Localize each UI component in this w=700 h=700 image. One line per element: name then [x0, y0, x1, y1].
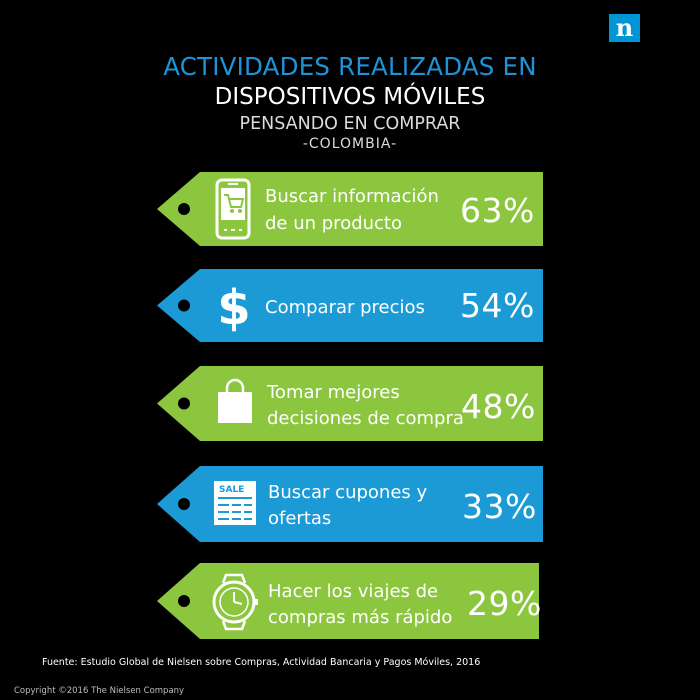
- sale-coupon-icon: SALE: [214, 481, 256, 525]
- activity-label-5b: compras más rápido: [268, 607, 453, 628]
- tag-shape: [157, 366, 543, 441]
- coupon-sale-text: SALE: [219, 485, 244, 495]
- activity-percent-1: 63%: [460, 191, 535, 230]
- activity-percent-4: 33%: [462, 487, 537, 526]
- smartphone-cart-icon: [215, 178, 251, 240]
- title-line-1: ACTIVIDADES REALIZADAS EN: [163, 52, 537, 81]
- activity-label-1b: de un producto: [265, 213, 403, 234]
- activity-label-2a: Comparar precios: [265, 297, 425, 318]
- dollar-icon: $: [217, 280, 250, 333]
- activity-percent-5: 29%: [467, 584, 542, 623]
- country-label: -COLOMBIA-: [302, 136, 398, 152]
- nielsen-logo: n: [609, 14, 640, 42]
- svg-text:$: $: [217, 280, 250, 333]
- activity-tag-4: SALE Buscar cupones y ofertas 33%: [157, 466, 543, 542]
- tag-shape: [157, 563, 539, 639]
- activity-label-4a: Buscar cupones y: [268, 482, 428, 503]
- logo-letter: n: [615, 13, 634, 42]
- watch-icon: [212, 573, 258, 631]
- activity-label-1a: Buscar información: [265, 186, 439, 207]
- subtitle: PENSANDO EN COMPRAR: [239, 114, 461, 134]
- activity-label-3b: decisiones de compra: [267, 408, 464, 429]
- source-note: Fuente: Estudio Global de Nielsen sobre …: [42, 657, 481, 668]
- activity-tag-5: Hacer los viajes de compras más rápido 2…: [157, 563, 542, 639]
- title-line-2: DISPOSITIVOS MÓVILES: [214, 84, 486, 110]
- activity-tag-2: $ Comparar precios 54%: [157, 269, 543, 342]
- activity-tag-3: Tomar mejores decisiones de compra 48%: [157, 366, 543, 441]
- copyright: Copyright ©2016 The Nielsen Company: [14, 686, 185, 696]
- activity-percent-3: 48%: [461, 387, 536, 426]
- activity-label-5a: Hacer los viajes de: [268, 581, 439, 602]
- activity-percent-2: 54%: [460, 286, 535, 325]
- header: ACTIVIDADES REALIZADAS EN DISPOSITIVOS M…: [0, 52, 700, 153]
- tag-shape: [157, 269, 543, 342]
- tag-shape: [157, 172, 543, 246]
- activity-label-3a: Tomar mejores: [267, 382, 400, 403]
- shopping-bag-icon: [218, 378, 252, 423]
- activity-tag-1: Buscar información de un producto 63%: [157, 172, 543, 246]
- activity-label-4b: ofertas: [268, 508, 332, 529]
